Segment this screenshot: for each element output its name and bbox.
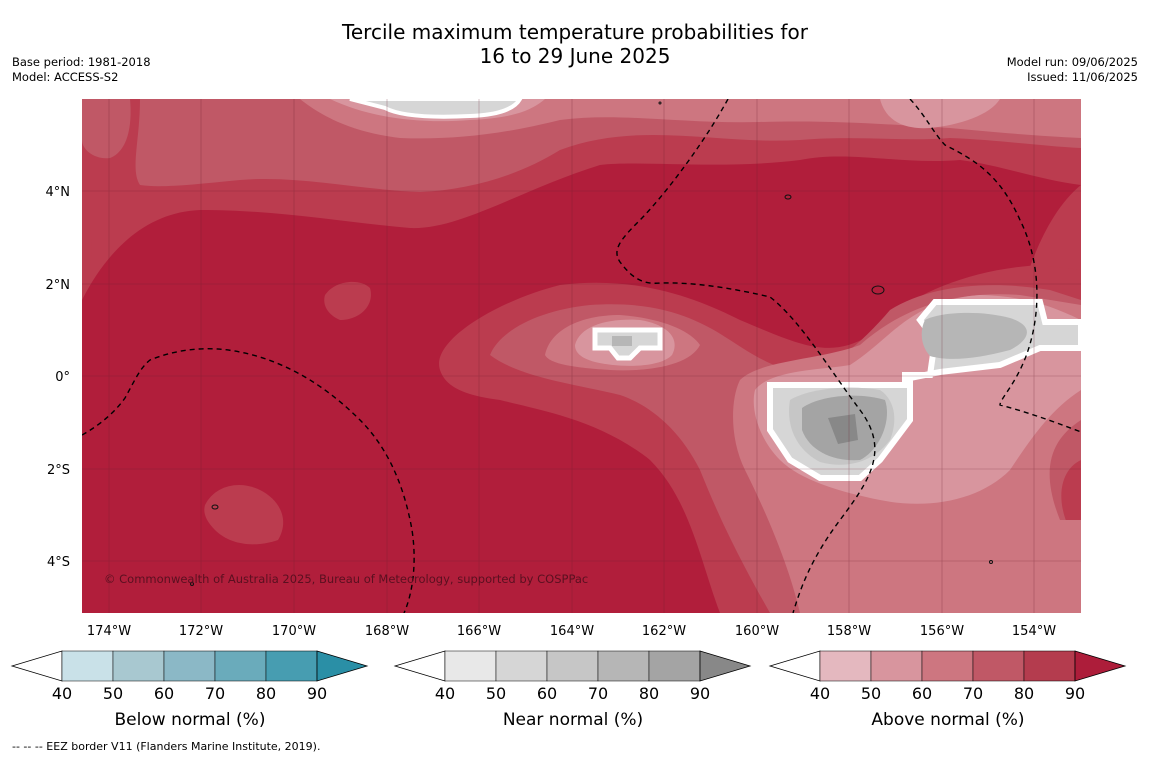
- lat-label: 2°S: [47, 463, 70, 478]
- colorbar-tick-label: 60: [154, 684, 174, 703]
- colorbar-segment: [546, 650, 599, 682]
- copyright-text: © Commonwealth of Australia 2025, Bureau…: [104, 572, 588, 586]
- lon-label: 160°W: [735, 624, 779, 639]
- island: [989, 560, 993, 564]
- model-name: Model: ACCESS-S2: [12, 70, 119, 84]
- lat-label: 0°: [55, 370, 70, 385]
- map-title-line2: 16 to 29 June 2025: [479, 44, 671, 68]
- colorbar-segment: [444, 650, 497, 682]
- colorbar-tick-label: 40: [435, 684, 455, 703]
- colorbar-tick-label: 40: [810, 684, 830, 703]
- colorbar-tick-label: 60: [537, 684, 557, 703]
- colorbar-label-near: Near normal (%): [502, 710, 644, 730]
- colorbar-segment: [214, 650, 267, 682]
- colorbar-segment: [112, 650, 165, 682]
- colorbar-tick-label: 50: [486, 684, 506, 703]
- colorbar-tick-label: 80: [1014, 684, 1034, 703]
- colorbar-segment: [648, 650, 701, 682]
- prob-region-70-west-small: [324, 281, 371, 320]
- prob-region-50-west-edge: [82, 99, 131, 159]
- near-normal-central-core: [612, 336, 632, 346]
- eez-footnote: -- -- -- EEZ border V11 (Flanders Marine…: [12, 740, 321, 753]
- lon-label: 172°W: [179, 624, 223, 639]
- colorbars: 40 50 60 70 80 90 40 50 60 70 80 90 40 50 60 70 80 90: [10, 650, 1127, 703]
- eez-border-central: [616, 99, 876, 613]
- colorbar-tick-label: 50: [861, 684, 881, 703]
- colorbar-tick-label: 80: [256, 684, 276, 703]
- colorbar-label-above: Above normal (%): [871, 710, 1025, 730]
- near-normal-east-90: [828, 414, 858, 444]
- colorbar-segment: [972, 650, 1025, 682]
- colorbar-tick-label: 90: [1065, 684, 1085, 703]
- island: [784, 194, 792, 200]
- colorbar-segment: [1023, 650, 1076, 682]
- colorbar-extend-low: [768, 650, 821, 682]
- colorbar-segment: [921, 650, 974, 682]
- colorbar-extend-high: [316, 650, 369, 682]
- lon-label: 166°W: [457, 624, 501, 639]
- island: [658, 101, 662, 105]
- lon-label: 174°W: [87, 624, 131, 639]
- colorbar-tick-label: 90: [307, 684, 327, 703]
- colorbar-extend-high: [699, 650, 752, 682]
- lon-label: 154°W: [1012, 624, 1056, 639]
- island: [871, 285, 885, 295]
- colorbar-segment: [265, 650, 318, 682]
- colorbar-extend-high: [1074, 650, 1127, 682]
- longitude-labels: 174°W 172°W 170°W 168°W 166°W 164°W 162°W 160°W…: [87, 624, 1056, 639]
- prob-region-70-southwest-small: [204, 485, 284, 545]
- islands: [190, 101, 993, 586]
- latitude-labels: 4°N 2°N 0° 2°S 4°S: [46, 185, 71, 570]
- colorbar-segment: [819, 650, 872, 682]
- lon-label: 162°W: [642, 624, 686, 639]
- issued-date: Issued: 11/06/2025: [1027, 70, 1138, 84]
- colorbar-tick-label: 70: [588, 684, 608, 703]
- meta-left: Base period: 1981-2018 Model: ACCESS-S2: [12, 55, 151, 85]
- colorbar: 40 50 60 70 80 90: [10, 650, 369, 703]
- map-title-line1: Tercile maximum temperature probabilitie…: [342, 20, 808, 44]
- colorbar-extend-low: [393, 650, 446, 682]
- model-run: Model run: 09/06/2025: [1006, 55, 1138, 69]
- graticule: [82, 99, 1081, 613]
- colorbar: 40 50 60 70 80 90: [768, 650, 1127, 703]
- colorbar-segment: [870, 650, 923, 682]
- colorbar-tick-label: 70: [963, 684, 983, 703]
- island: [190, 582, 194, 586]
- near-normal-ne-70: [921, 312, 1027, 359]
- colorbar-tick-label: 60: [912, 684, 932, 703]
- colorbar-segment: [495, 650, 548, 682]
- lon-label: 156°W: [920, 624, 964, 639]
- colorbar-tick-label: 90: [690, 684, 710, 703]
- lon-label: 158°W: [827, 624, 871, 639]
- lon-label: 168°W: [365, 624, 409, 639]
- colorbar-tick-label: 70: [205, 684, 225, 703]
- near-normal-north: [349, 99, 523, 119]
- prob-region-80-west-edge: [82, 230, 93, 285]
- island: [211, 504, 219, 510]
- colorbar: 40 50 60 70 80 90: [393, 650, 752, 703]
- prob-region-50-ne: [880, 99, 1000, 129]
- base-period: Base period: 1981-2018: [12, 55, 151, 69]
- lat-label: 2°N: [46, 278, 71, 293]
- colorbar-tick-label: 50: [103, 684, 123, 703]
- colorbar-tick-label: 40: [52, 684, 72, 703]
- colorbar-segment: [163, 650, 216, 682]
- meta-right: Model run: 09/06/2025 Issued: 11/06/2025: [1007, 55, 1138, 85]
- colorbar-segment: [597, 650, 650, 682]
- eez-border-west: [82, 348, 415, 613]
- colorbar-label-below: Below normal (%): [114, 710, 266, 730]
- lat-label: 4°N: [46, 185, 71, 200]
- colorbar-extend-low: [10, 650, 63, 682]
- lon-label: 164°W: [550, 624, 594, 639]
- colorbar-tick-label: 80: [639, 684, 659, 703]
- eez-borders: [82, 99, 1081, 613]
- lon-label: 170°W: [272, 624, 316, 639]
- eez-border-east: [909, 99, 1081, 433]
- colorbar-segment: [61, 650, 114, 682]
- map-fill: [82, 99, 1081, 613]
- lat-label: 4°S: [47, 555, 70, 570]
